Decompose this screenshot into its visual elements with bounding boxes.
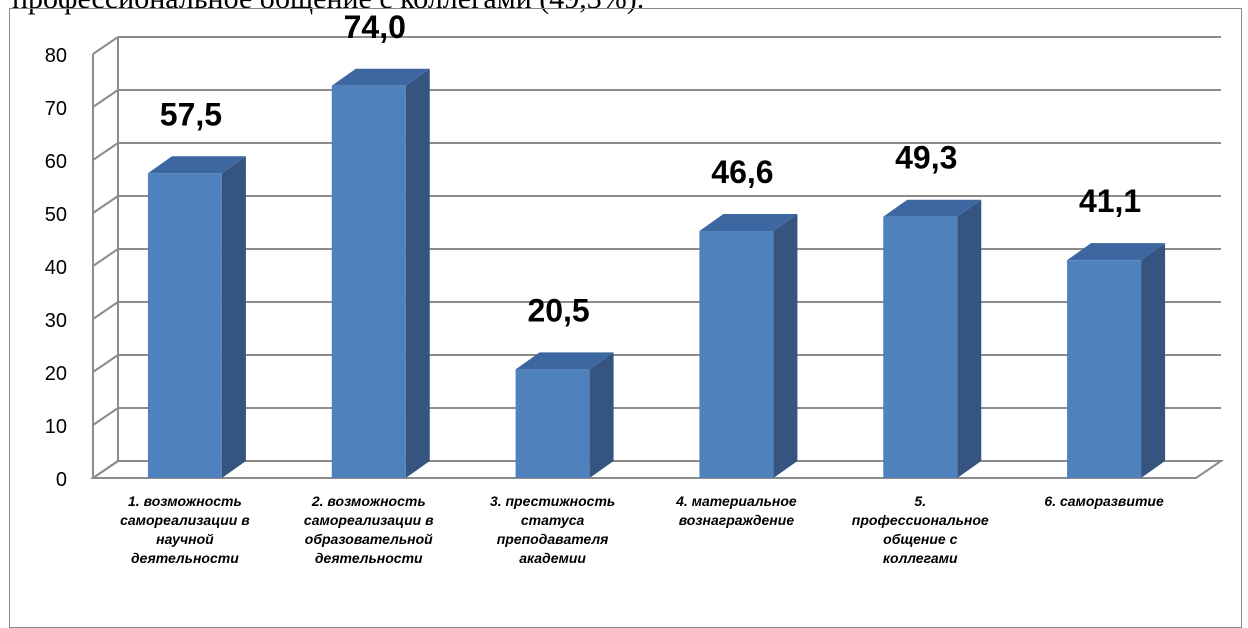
bar-top <box>515 352 614 370</box>
y-tick-label: 80 <box>45 45 67 67</box>
bar-side <box>1141 243 1166 478</box>
data-label: 46,6 <box>711 154 773 190</box>
gridline-side <box>92 407 119 426</box>
y-tick-label: 70 <box>45 98 67 120</box>
bar-side <box>957 199 982 478</box>
bar <box>147 173 222 478</box>
gridline-side <box>92 89 119 108</box>
bar-side <box>221 156 246 478</box>
gridline-side <box>92 301 119 320</box>
gridline-side <box>92 142 119 161</box>
bar <box>1067 260 1142 478</box>
y-tick-label: 40 <box>45 257 67 279</box>
y-tick-label: 50 <box>45 204 67 226</box>
bar-side <box>773 214 798 478</box>
data-label: 74,0 <box>344 9 406 45</box>
data-label: 20,5 <box>527 292 589 328</box>
x-tick-label: 1. возможность самореализации в научной … <box>120 493 250 566</box>
x-tick-label: 3. престижность статуса преподавателя ак… <box>489 493 616 566</box>
bar-top <box>1067 243 1166 261</box>
bar <box>515 369 590 478</box>
y-tick-label: 30 <box>45 310 67 332</box>
y-tick-label: 0 <box>56 469 67 491</box>
y-tick-label: 20 <box>45 363 67 385</box>
gridline-side <box>92 248 119 267</box>
x-tick-label: 2. возможность самореализации в образова… <box>303 493 434 566</box>
data-label: 57,5 <box>160 96 222 132</box>
bar-top <box>699 214 798 232</box>
bar <box>883 216 958 478</box>
bar-top <box>883 199 982 217</box>
top-text-fragment: профессиональное общение с коллегами (49… <box>12 0 644 16</box>
y-tick-label: 60 <box>45 151 67 173</box>
gridline-side <box>92 354 119 373</box>
y-tick-label: 10 <box>45 416 67 438</box>
bar <box>699 231 774 478</box>
x-tick-label: 6. саморазвитие <box>1044 493 1164 509</box>
bar-top <box>147 156 246 174</box>
chart-floor <box>89 460 1225 479</box>
data-label: 41,1 <box>1079 183 1141 219</box>
x-tick-label: 4. материальное вознаграждение <box>676 493 797 528</box>
gridline-side <box>92 36 119 55</box>
bar-side <box>589 352 614 478</box>
bar <box>331 85 406 479</box>
bar-top <box>331 68 430 86</box>
bar-side <box>405 68 430 479</box>
gridline-side <box>92 195 119 214</box>
x-tick-label: 5. профессиональное общение с коллегами <box>851 493 989 566</box>
data-label: 49,3 <box>895 140 957 176</box>
